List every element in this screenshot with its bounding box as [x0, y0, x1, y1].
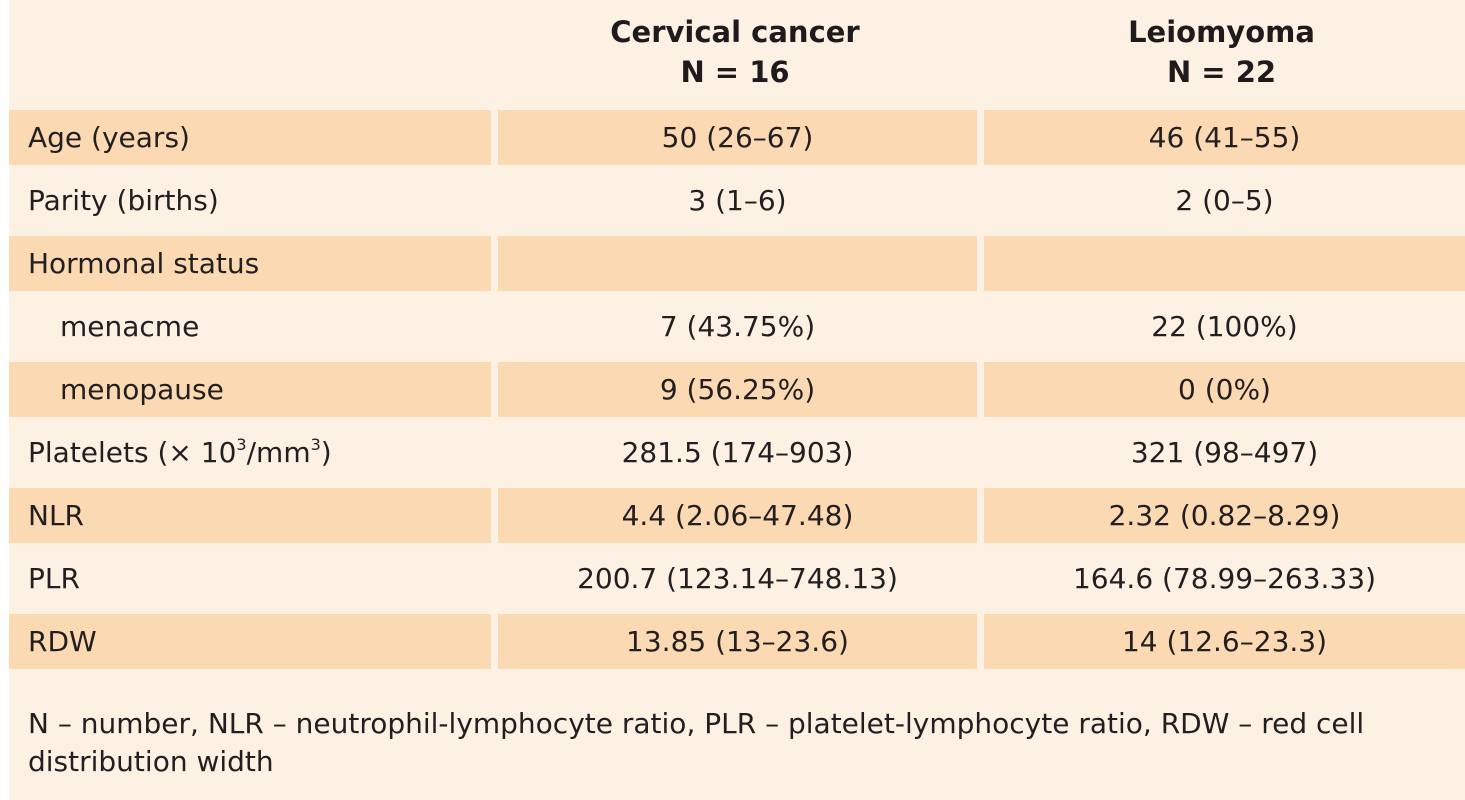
table-row-menacme: menacme 7 (43.75%) 22 (100%) [9, 299, 1465, 354]
cervical-cancer-value: 200.7 (123.14–748.13) [577, 562, 898, 595]
row-label: RDW [9, 614, 491, 669]
row-label: menacme [60, 310, 200, 343]
cervical-cancer-value: 7 (43.75%) [659, 310, 816, 343]
table-row-menopause: menopause 9 (56.25%) 0 (0%) [9, 362, 1465, 417]
leiomyoma-value: 22 (100%) [1151, 310, 1298, 343]
cervical-cancer-value: 50 (26–67) [498, 110, 977, 165]
superscript: 3 [236, 435, 247, 454]
row-label-close: ) [320, 436, 332, 469]
cervical-cancer-value: 9 (56.25%) [498, 362, 977, 417]
column-header-cervical-cancer: Cervical cancer N = 16 [492, 12, 978, 98]
cervical-cancer-value: 13.85 (13–23.6) [498, 614, 977, 669]
row-label: Hormonal status [9, 236, 491, 291]
row-label: Parity (births) [28, 184, 219, 217]
table-row-age: Age (years) 50 (26–67) 46 (41–55) [9, 110, 1465, 165]
row-label: Platelets (× 103/mm3) [9, 425, 491, 480]
table-row-nlr: NLR 4.4 (2.06–47.48) 2.32 (0.82–8.29) [9, 488, 1465, 543]
column-header-count: N = 22 [1166, 55, 1277, 89]
leiomyoma-value: 46 (41–55) [984, 110, 1465, 165]
leiomyoma-value: 321 (98–497) [1130, 436, 1319, 469]
leiomyoma-value: 2 (0–5) [1175, 184, 1274, 217]
column-header-count: N = 16 [680, 55, 790, 89]
leiomyoma-value: 0 (0%) [984, 362, 1465, 417]
row-label-text: Platelets (× 10 [28, 436, 237, 469]
table-footnote: N – number, NLR – neutrophil-lymphocyte … [28, 707, 1365, 778]
cervical-cancer-value: 4.4 (2.06–47.48) [498, 488, 977, 543]
superscript: 3 [310, 435, 321, 454]
table-row-rdw: RDW 13.85 (13–23.6) 14 (12.6–23.3) [9, 614, 1465, 669]
cervical-cancer-value: 3 (1–6) [688, 184, 787, 217]
column-header-name: Leiomyoma [1128, 15, 1315, 49]
row-label-unit: /mm [246, 436, 311, 469]
column-header-leiomyoma: Leiomyoma N = 22 [978, 12, 1465, 98]
row-label: menopause [9, 362, 491, 417]
table-row-parity: Parity (births) 3 (1–6) 2 (0–5) [9, 173, 1465, 228]
leiomyoma-value [984, 236, 1465, 291]
cervical-cancer-value [498, 236, 977, 291]
row-label: PLR [28, 562, 80, 595]
leiomyoma-value: 14 (12.6–23.3) [984, 614, 1465, 669]
table-row-plr: PLR 200.7 (123.14–748.13) 164.6 (78.99–2… [9, 551, 1465, 606]
table-row-platelets: Platelets (× 103/mm3) 281.5 (174–903) 32… [9, 425, 1465, 480]
column-header-name: Cervical cancer [610, 15, 860, 49]
cervical-cancer-value: 281.5 (174–903) [621, 436, 854, 469]
row-label: NLR [9, 488, 491, 543]
table-row-hormonal-status: Hormonal status [9, 236, 1465, 291]
leiomyoma-value: 164.6 (78.99–263.33) [1072, 562, 1377, 595]
leiomyoma-value: 2.32 (0.82–8.29) [984, 488, 1465, 543]
row-label: Age (years) [9, 110, 491, 165]
